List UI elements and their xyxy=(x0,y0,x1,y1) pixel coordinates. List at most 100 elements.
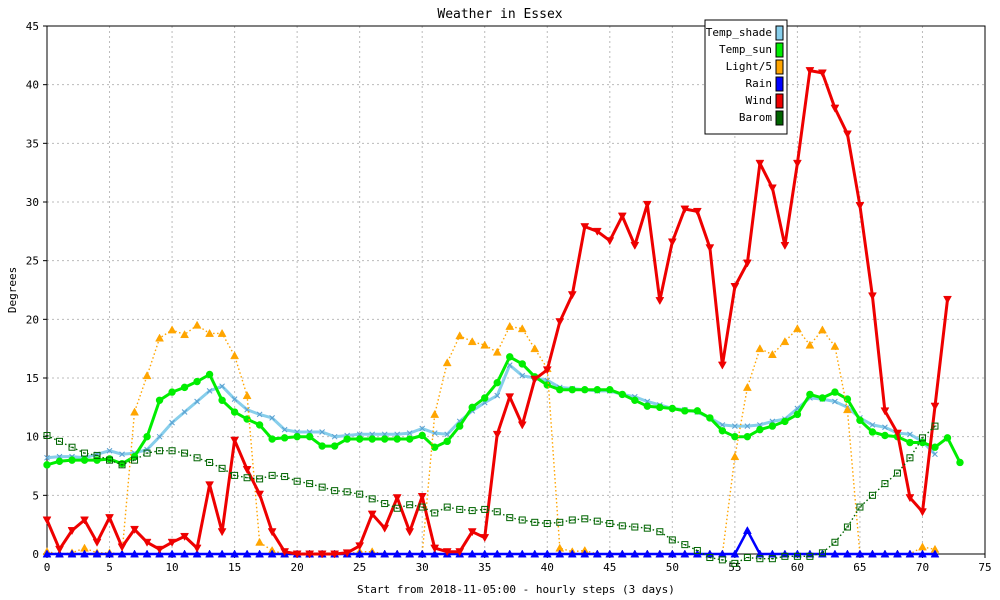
data-point-wind xyxy=(242,466,252,475)
data-point-wind xyxy=(567,291,577,300)
data-point-wind xyxy=(755,159,765,168)
data-point-temp-sun xyxy=(468,403,476,412)
point-box xyxy=(693,546,701,554)
series-group xyxy=(42,67,964,567)
data-point-wind xyxy=(792,159,802,168)
data-point-wind xyxy=(230,436,240,445)
data-point-wind xyxy=(692,207,702,216)
point-box xyxy=(456,505,464,513)
point-stroke xyxy=(907,431,913,438)
data-point-wind xyxy=(180,532,189,541)
data-point-rain xyxy=(180,549,189,558)
data-point-rain xyxy=(230,549,240,558)
data-point-temp-sun xyxy=(681,407,689,415)
data-point-temp-sun xyxy=(781,417,789,426)
point-stroke xyxy=(206,388,213,394)
point-box xyxy=(318,483,326,491)
point-stroke xyxy=(194,398,200,405)
data-point-temp-sun xyxy=(631,396,639,404)
data-point-wind xyxy=(105,514,114,523)
data-point-wind xyxy=(630,241,640,250)
data-point-temp-shade xyxy=(119,451,125,458)
data-point-barom xyxy=(181,449,189,457)
y-tick-label: 35 xyxy=(26,137,39,150)
legend-label-temp-sun: Temp_sun xyxy=(719,43,772,56)
data-point-rain xyxy=(555,549,565,558)
point-box xyxy=(743,554,751,562)
data-point-temp-sun xyxy=(218,396,226,404)
legend-swatch-wind xyxy=(775,93,784,109)
data-point-light-5 xyxy=(517,324,527,333)
data-point-barom xyxy=(243,474,251,482)
legend-swatch-light-5 xyxy=(775,59,784,75)
x-tick-label: 40 xyxy=(541,561,554,574)
point-box xyxy=(243,474,251,482)
data-point-wind xyxy=(530,375,540,384)
data-point-barom xyxy=(918,434,926,442)
point-box xyxy=(706,554,714,562)
data-point-light-5 xyxy=(767,350,777,358)
data-point-barom xyxy=(443,503,451,511)
point-box xyxy=(906,454,914,462)
data-point-temp-sun xyxy=(481,394,489,402)
data-point-rain xyxy=(142,549,152,558)
point-stroke xyxy=(269,415,275,421)
data-point-wind xyxy=(317,550,327,559)
point-stroke xyxy=(331,433,338,440)
data-point-barom xyxy=(406,501,414,509)
legend-swatch-rain xyxy=(775,76,784,92)
data-point-temp-sun xyxy=(818,394,827,402)
data-point-rain xyxy=(217,549,227,558)
data-point-barom xyxy=(381,500,389,508)
data-point-barom xyxy=(93,451,101,459)
data-point-rain xyxy=(430,549,440,558)
point-box xyxy=(143,449,151,457)
data-point-wind xyxy=(580,223,590,232)
point-box xyxy=(381,500,389,508)
series-temp-sun xyxy=(43,353,964,469)
data-point-barom xyxy=(756,555,764,563)
point-stroke xyxy=(506,362,513,368)
data-point-barom xyxy=(456,505,464,513)
point-box xyxy=(856,503,864,511)
y-tick-label: 45 xyxy=(26,20,39,33)
data-point-wind xyxy=(267,528,277,537)
data-point-rain xyxy=(80,549,89,558)
data-point-temp-sun xyxy=(330,442,339,450)
point-box xyxy=(293,477,301,485)
point-box xyxy=(918,434,926,442)
data-point-temp-sun xyxy=(581,386,589,394)
data-point-barom xyxy=(893,469,901,477)
point-box xyxy=(193,454,201,462)
point-stroke xyxy=(444,431,451,438)
data-point-wind xyxy=(367,510,377,519)
point-stroke xyxy=(406,430,413,437)
data-point-light-5 xyxy=(792,324,802,333)
point-stroke xyxy=(156,433,163,440)
x-tick-label: 30 xyxy=(416,561,429,574)
data-point-temp-sun xyxy=(93,456,101,464)
point-box xyxy=(443,503,451,511)
point-stroke xyxy=(44,454,50,461)
data-point-temp-shade xyxy=(319,429,326,435)
point-box xyxy=(631,523,639,531)
data-point-temp-sun xyxy=(230,408,239,416)
data-point-barom xyxy=(693,546,701,554)
data-point-barom xyxy=(131,456,139,464)
x-tick-label: 65 xyxy=(853,561,866,574)
data-point-barom xyxy=(118,461,126,469)
point-box xyxy=(393,504,401,512)
series-barom xyxy=(43,422,939,567)
point-box xyxy=(206,458,214,466)
point-box xyxy=(831,538,839,546)
data-point-wind xyxy=(455,548,465,557)
data-point-temp-sun xyxy=(255,421,264,429)
data-point-rain xyxy=(567,549,577,558)
data-point-rain xyxy=(918,549,927,558)
data-point-temp-sun xyxy=(668,404,677,413)
point-box xyxy=(893,469,901,477)
legend: Temp_shade Temp_sun Light/5 Rain Wind Barom xyxy=(704,19,788,135)
data-point-barom xyxy=(606,519,614,527)
y-tick-label: 40 xyxy=(26,79,39,92)
